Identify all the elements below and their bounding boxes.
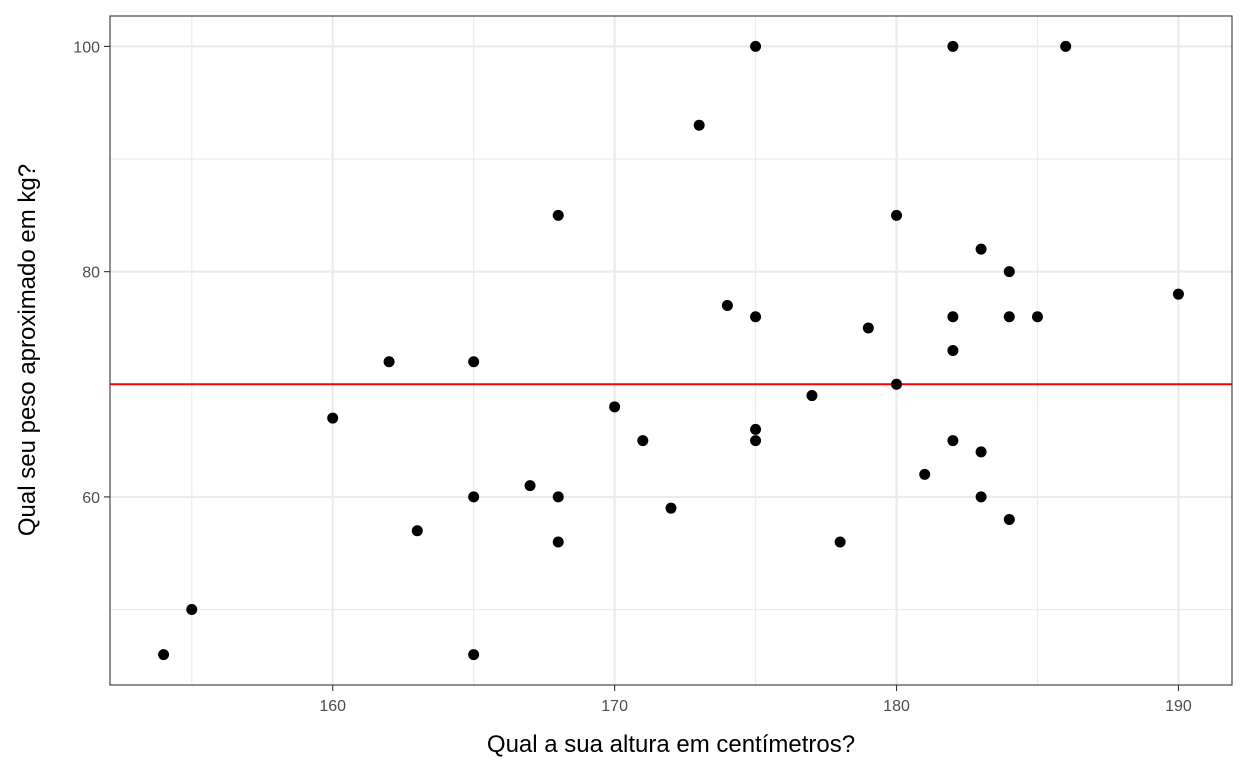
data-point (1003, 311, 1015, 323)
panel-border (109, 15, 1233, 686)
data-point (947, 311, 959, 323)
data-point (750, 40, 762, 52)
data-point (552, 491, 564, 503)
data-point (1031, 311, 1043, 323)
data-point (947, 435, 959, 447)
data-point (919, 468, 931, 480)
x-tick-label: 170 (601, 698, 628, 715)
data-point (947, 345, 959, 356)
data-point (186, 604, 198, 616)
data-point (637, 435, 649, 447)
data-point (750, 311, 762, 323)
data-point (468, 491, 480, 503)
data-point (1003, 513, 1015, 525)
data-point (806, 390, 818, 402)
data-point (411, 525, 423, 537)
data-point (975, 446, 987, 458)
y-tick-label: 80 (82, 265, 100, 282)
data-point (975, 491, 987, 503)
y-tick-label: 100 (73, 39, 100, 56)
data-point (468, 649, 480, 661)
x-tick-label: 180 (883, 698, 910, 715)
data-point (552, 536, 564, 548)
x-tick-label: 190 (1165, 698, 1192, 715)
major-gridlines (110, 16, 1232, 685)
data-point (327, 412, 339, 424)
data-point (721, 299, 733, 311)
y-axis-title: Qual seu peso aproximado em kg? (14, 164, 41, 536)
data-point (609, 401, 621, 413)
data-point (693, 119, 705, 131)
data-point (750, 435, 762, 447)
data-point (158, 649, 170, 661)
data-point (750, 423, 762, 435)
data-point (862, 322, 874, 334)
data-point (947, 40, 959, 52)
data-point (1172, 288, 1184, 300)
data-point (552, 209, 564, 221)
x-tick-label: 160 (319, 698, 346, 715)
x-axis-title: Qual a sua altura em centímetros? (487, 731, 855, 758)
data-points (158, 40, 1184, 661)
data-point (524, 480, 536, 492)
data-point (468, 356, 480, 368)
data-point (975, 243, 987, 255)
data-point (834, 536, 846, 548)
y-tick-label: 60 (82, 490, 100, 507)
data-point (383, 356, 395, 368)
data-point (665, 502, 677, 514)
panel-background (110, 16, 1232, 685)
y-axis: 60 80 100 (73, 39, 110, 507)
data-point (1003, 266, 1015, 278)
data-point (891, 378, 903, 390)
x-axis: 160 170 180 190 (319, 685, 1192, 715)
data-point (891, 209, 903, 221)
data-point (1060, 40, 1072, 52)
